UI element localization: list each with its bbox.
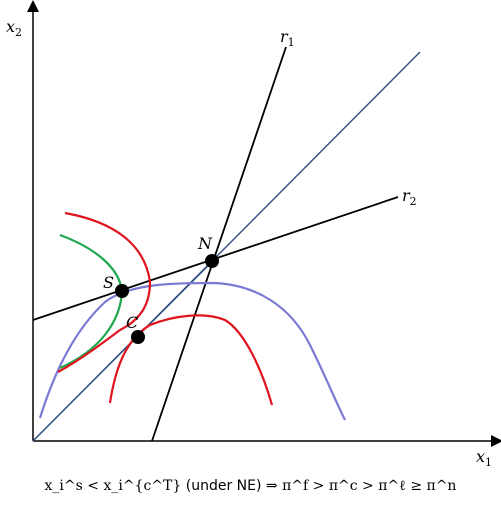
caption-right: π^f > π^c > π^ℓ ≥ π^n [282, 478, 457, 494]
y-axis-label: x2 [6, 17, 22, 39]
point-n-label: N [197, 234, 213, 253]
point-n [205, 254, 219, 268]
caption-arrow: ⇒ [265, 478, 278, 494]
x-axis-label: x1 [476, 447, 492, 469]
caption-middle: (under NE) [185, 478, 262, 494]
r1-label: r1 [280, 27, 295, 49]
caption: x_i^s < x_i^{c^T} (under NE) ⇒ π^f > π^c… [0, 478, 501, 495]
r2-label: r2 [402, 186, 417, 208]
red-curve-lower [108, 314, 274, 406]
point-s-label: S [103, 273, 114, 292]
blue-curve [38, 281, 346, 421]
point-c [131, 330, 145, 344]
caption-left: x_i^s < x_i^{c^T} [44, 478, 182, 494]
point-c-label: C [126, 313, 138, 332]
ray-line [32, 261, 213, 442]
point-s [115, 284, 129, 298]
reaction-line-r1 [151, 46, 287, 442]
red-curve-upper [57, 211, 152, 373]
